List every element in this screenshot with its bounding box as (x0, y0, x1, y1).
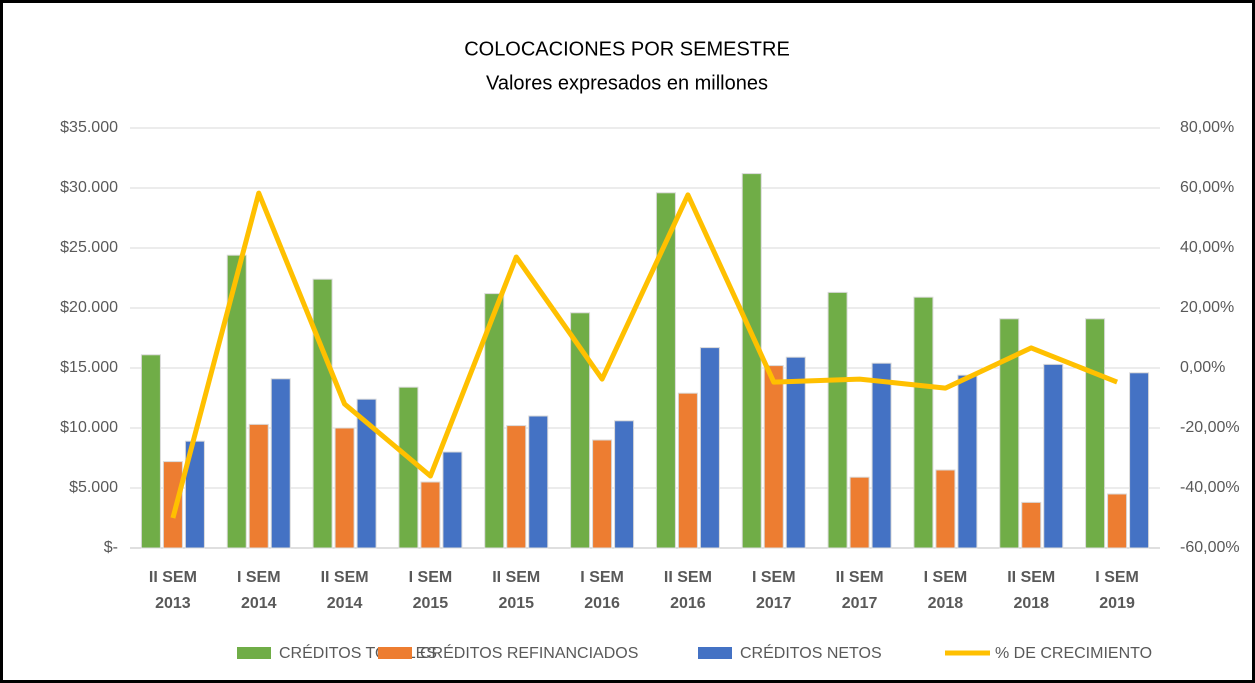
bar (484, 293, 505, 549)
x-tick-label-line: II SEM (492, 569, 540, 586)
bar (420, 481, 441, 549)
x-tick-label-line: I SEM (924, 569, 968, 586)
bar (162, 461, 183, 549)
bar (827, 291, 848, 549)
bar (1085, 318, 1106, 549)
chart-title: COLOCACIONES POR SEMESTRE (464, 38, 790, 60)
x-tick-label-line: 2018 (928, 595, 964, 612)
bar (849, 476, 870, 549)
legend-swatch (237, 647, 271, 659)
x-tick-label-line: I SEM (1095, 569, 1139, 586)
bar (334, 427, 355, 549)
x-tick-label: II SEM 2014 (321, 569, 369, 612)
x-tick-label-line: II SEM (149, 569, 197, 586)
x-tick-label-line: 2016 (584, 595, 620, 612)
y2-tick-label: -40,00% (1180, 479, 1240, 496)
x-tick-label-line: I SEM (409, 569, 453, 586)
x-tick-label-line: 2018 (1013, 595, 1049, 612)
x-tick-label-line: 2017 (842, 595, 878, 612)
bar (312, 278, 333, 549)
x-tick-label: II SEM 2015 (492, 569, 540, 612)
bar (871, 362, 892, 549)
bar (677, 392, 698, 549)
bar (270, 378, 291, 549)
x-tick-label-line: 2015 (498, 595, 534, 612)
legend-label: % DE CRECIMIENTO (995, 645, 1152, 662)
y2-tick-label: 80,00% (1180, 119, 1234, 136)
bar (655, 192, 676, 549)
y-tick-label: $20.000 (60, 299, 118, 316)
y-tick-label: $- (104, 539, 118, 556)
x-tick-label: I SEM 2016 (580, 569, 624, 612)
bar (506, 425, 527, 549)
x-tick-label: II SEM 2016 (664, 569, 712, 612)
legend-label: CRÉDITOS NETOS (740, 643, 882, 662)
bar (785, 356, 806, 549)
x-tick-label-line: II SEM (836, 569, 884, 586)
x-tick-label: I SEM 2017 (752, 569, 796, 612)
bar (1043, 363, 1064, 549)
y2-tick-label: 40,00% (1180, 239, 1234, 256)
bar (570, 312, 591, 549)
x-tick-label-line: 2019 (1099, 595, 1135, 612)
x-tick-label: I SEM 2019 (1095, 569, 1139, 612)
bar (398, 386, 419, 549)
y2-tick-label: 20,00% (1180, 299, 1234, 316)
chart-subtitle: Valores expresados en millones (486, 72, 768, 94)
y2-tick-label: -20,00% (1180, 419, 1240, 436)
bar (763, 365, 784, 549)
bar (356, 398, 377, 549)
x-tick-label-line: I SEM (752, 569, 796, 586)
y-tick-label: $10.000 (60, 419, 118, 436)
x-tick-label-line: I SEM (237, 569, 281, 586)
y2-tick-label: -60,00% (1180, 539, 1240, 556)
bar (999, 318, 1020, 549)
bar (957, 374, 978, 549)
bar (699, 347, 720, 549)
legend-label: CRÉDITOS REFINANCIADOS (420, 643, 638, 662)
x-tick-label: I SEM 2015 (409, 569, 453, 612)
x-tick-label: I SEM 2014 (237, 569, 281, 612)
bar (140, 354, 161, 549)
y-tick-label: $30.000 (60, 179, 118, 196)
x-tick-label-line: I SEM (580, 569, 624, 586)
line-series (170, 190, 1119, 519)
bar (1107, 493, 1128, 549)
bar (913, 296, 934, 549)
y-tick-label: $35.000 (60, 119, 118, 136)
bar (592, 439, 613, 549)
y-tick-label: $15.000 (60, 359, 118, 376)
bar (1021, 501, 1042, 549)
x-tick-label-line: II SEM (1007, 569, 1055, 586)
bar (528, 415, 549, 549)
x-tick-label-line: 2014 (241, 595, 277, 612)
bar (935, 469, 956, 549)
x-tick-label: II SEM 2017 (836, 569, 884, 612)
x-tick-label: II SEM 2018 (1007, 569, 1055, 612)
x-tick-label: I SEM 2018 (924, 569, 968, 612)
y2-tick-label: 60,00% (1180, 179, 1234, 196)
x-tick-label-line: 2017 (756, 595, 792, 612)
y-tick-label: $25.000 (60, 239, 118, 256)
bar (741, 173, 762, 549)
bar (442, 451, 463, 549)
bar (1129, 372, 1150, 549)
x-tick-label-line: II SEM (664, 569, 712, 586)
x-tick-label-line: 2015 (413, 595, 449, 612)
x-tick-label-line: 2016 (670, 595, 706, 612)
legend-swatch (378, 647, 412, 659)
bar (614, 420, 635, 549)
x-tick-label-line: II SEM (321, 569, 369, 586)
x-tick-label: II SEM 2013 (149, 569, 197, 612)
x-tick-label-line: 2013 (155, 595, 191, 612)
bar (226, 254, 247, 549)
legend-label: CRÉDITOS TOTALES (279, 643, 437, 662)
x-tick-label-line: 2014 (327, 595, 363, 612)
y-tick-label: $5.000 (69, 479, 118, 496)
y2-tick-label: 0,00% (1180, 359, 1225, 376)
legend-swatch (698, 647, 732, 659)
bar (248, 423, 269, 549)
